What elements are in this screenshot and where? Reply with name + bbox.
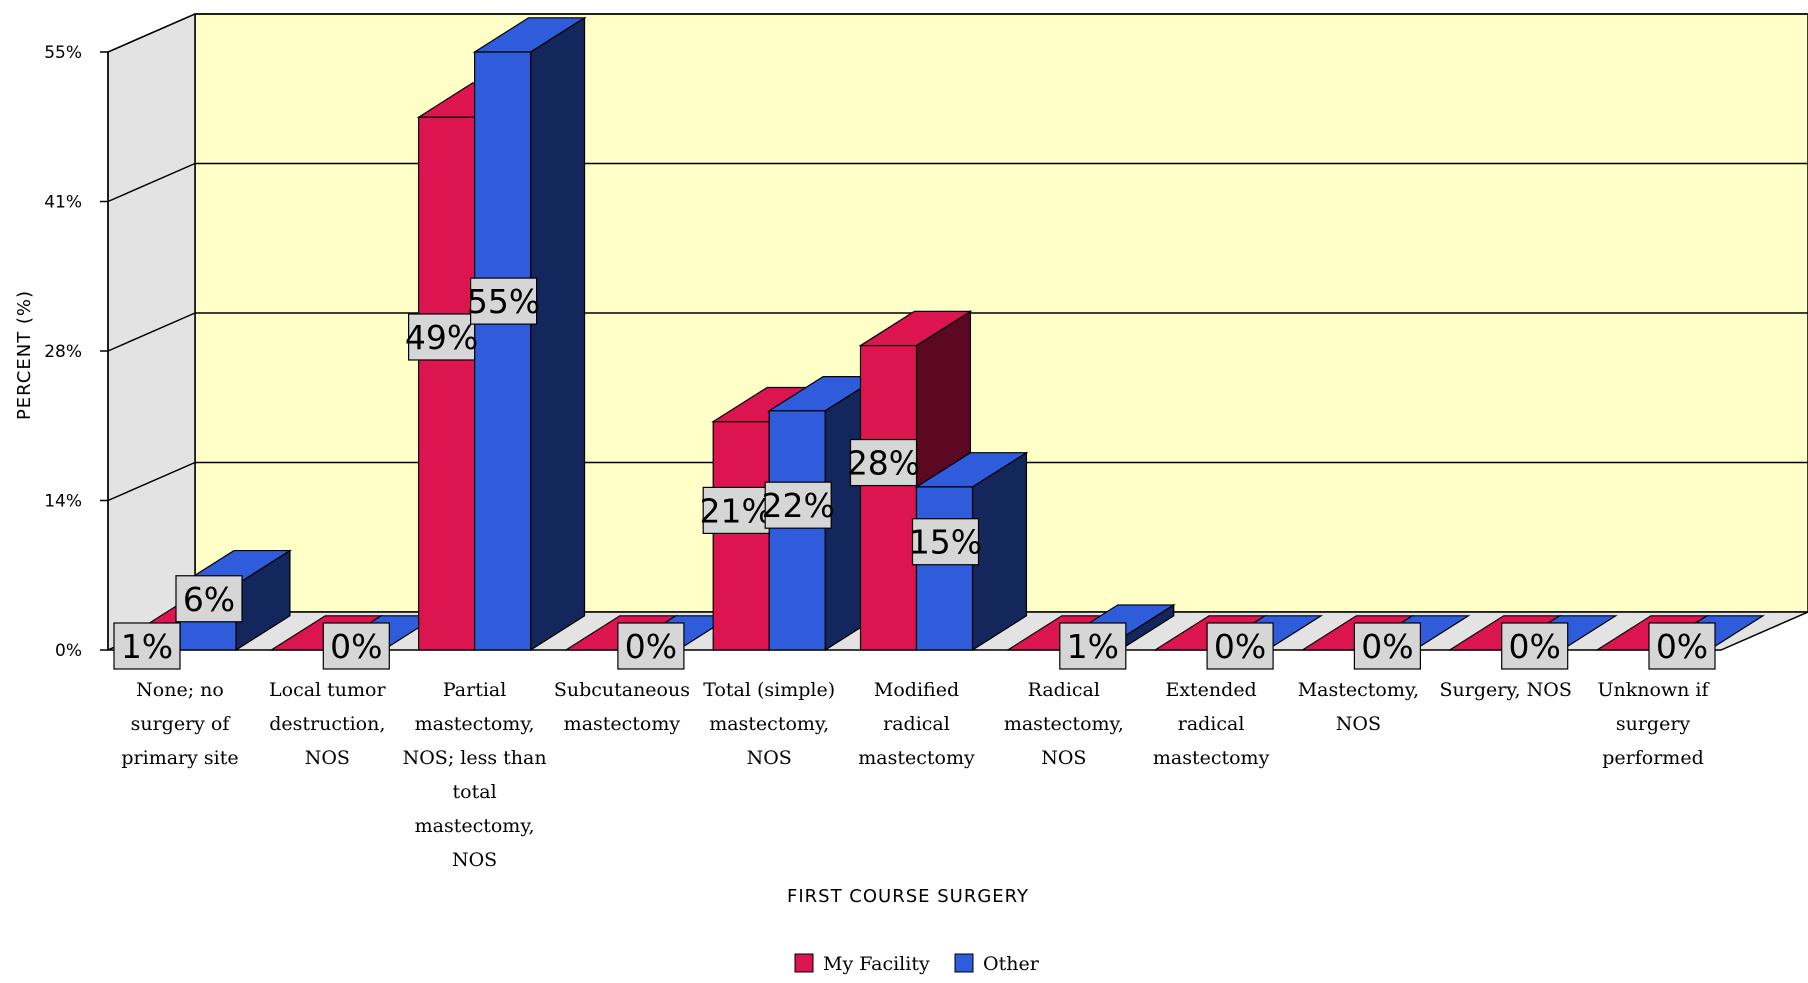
gridline: [107, 13, 196, 53]
bar-front: [859, 344, 918, 651]
data-label: 1%: [1067, 627, 1119, 666]
x-tick-label: Local tumor destruction, NOS: [269, 679, 386, 769]
y-tick-label: 55%: [44, 43, 82, 63]
data-label-box: [1206, 622, 1274, 670]
x-tick-label: Unknown if surgery performed: [1597, 679, 1710, 769]
bar-front: [768, 410, 826, 651]
data-label: 28%: [847, 444, 920, 483]
data-label-box: [470, 277, 538, 325]
data-label-box: [764, 481, 832, 529]
legend-label: Other: [983, 953, 1040, 975]
x-tick-label: Radical mastectomy, NOS: [1004, 679, 1124, 769]
x-tick-label: Subcutaneous mastectomy: [554, 679, 690, 735]
data-label-box: [849, 438, 918, 487]
y-tick-label: 0%: [55, 641, 82, 661]
bar-front: [474, 51, 532, 651]
legend-swatch: [954, 953, 974, 973]
data-label: 0%: [330, 627, 382, 666]
bar-front: [915, 486, 974, 651]
legend-label: My Facility: [823, 953, 930, 975]
legend-item-my-facility: My Facility: [794, 953, 930, 975]
x-tick-label: Extended radical mastectomy: [1153, 679, 1270, 769]
data-label: 6%: [183, 580, 235, 619]
data-label-box: [113, 622, 181, 670]
data-label: 0%: [625, 627, 677, 666]
x-tick-label: Surgery, NOS: [1440, 679, 1572, 701]
legend: My Facility Other: [794, 953, 1040, 975]
data-label-box: [702, 486, 770, 535]
legend-swatch: [794, 953, 814, 973]
bar-front: [712, 421, 770, 651]
x-axis: None; no surgery of primary site Local tumo…: [121, 679, 1710, 871]
data-label: 0%: [1214, 627, 1266, 666]
x-tick-label: Modified radical mastectomy: [858, 679, 975, 769]
x-tick-label: Mastectomy, NOS: [1298, 679, 1419, 735]
data-label-box: [1353, 622, 1422, 670]
data-label-box: [408, 313, 476, 361]
data-label-box: [617, 622, 685, 670]
data-label: 0%: [1509, 627, 1561, 666]
data-label-box: [175, 575, 243, 623]
data-label-box: [1059, 622, 1127, 670]
data-label: 21%: [700, 491, 773, 530]
data-label: 49%: [405, 318, 478, 357]
x-tick-label: None; no surgery of primary site: [121, 679, 238, 769]
data-label: 1%: [121, 627, 173, 666]
data-label: 0%: [1361, 627, 1413, 666]
data-label: 55%: [467, 282, 540, 321]
y-axis: 0% 14% 28% 41% 55%: [44, 43, 109, 661]
gridline: [107, 162, 196, 203]
data-label: 15%: [909, 523, 982, 562]
data-label-box: [322, 622, 390, 670]
data-label: 0%: [1656, 627, 1708, 666]
data-label-box: [911, 518, 980, 566]
y-tick-label: 14%: [44, 492, 82, 512]
data-label-box: [1501, 622, 1569, 670]
x-tick-label: Total (simple) mastectomy, NOS: [703, 679, 835, 769]
bar-other: [914, 451, 1029, 652]
bar-front: [418, 116, 476, 651]
y-tick-label: 28%: [44, 342, 82, 362]
data-labels: 1% 6% 0% 49%55% 0% 21%22% 28% 15% 1% 0% 0% 0% 0%: [113, 277, 1716, 670]
gridline: [107, 312, 196, 352]
y-tick-label: 41%: [44, 193, 82, 213]
data-label: 22%: [762, 486, 835, 525]
x-tick-label: Partial mastectomy, NOS; less than total mas…: [403, 679, 547, 871]
y-axis-title: PERCENT (%): [14, 290, 35, 420]
x-axis-title: FIRST COURSE SURGERY: [787, 886, 1029, 907]
data-label-box: [1648, 622, 1716, 670]
bar-other: [472, 16, 587, 652]
legend-item-other: Other: [954, 953, 1040, 975]
bar-side: [529, 16, 586, 652]
gridline: [107, 461, 196, 502]
